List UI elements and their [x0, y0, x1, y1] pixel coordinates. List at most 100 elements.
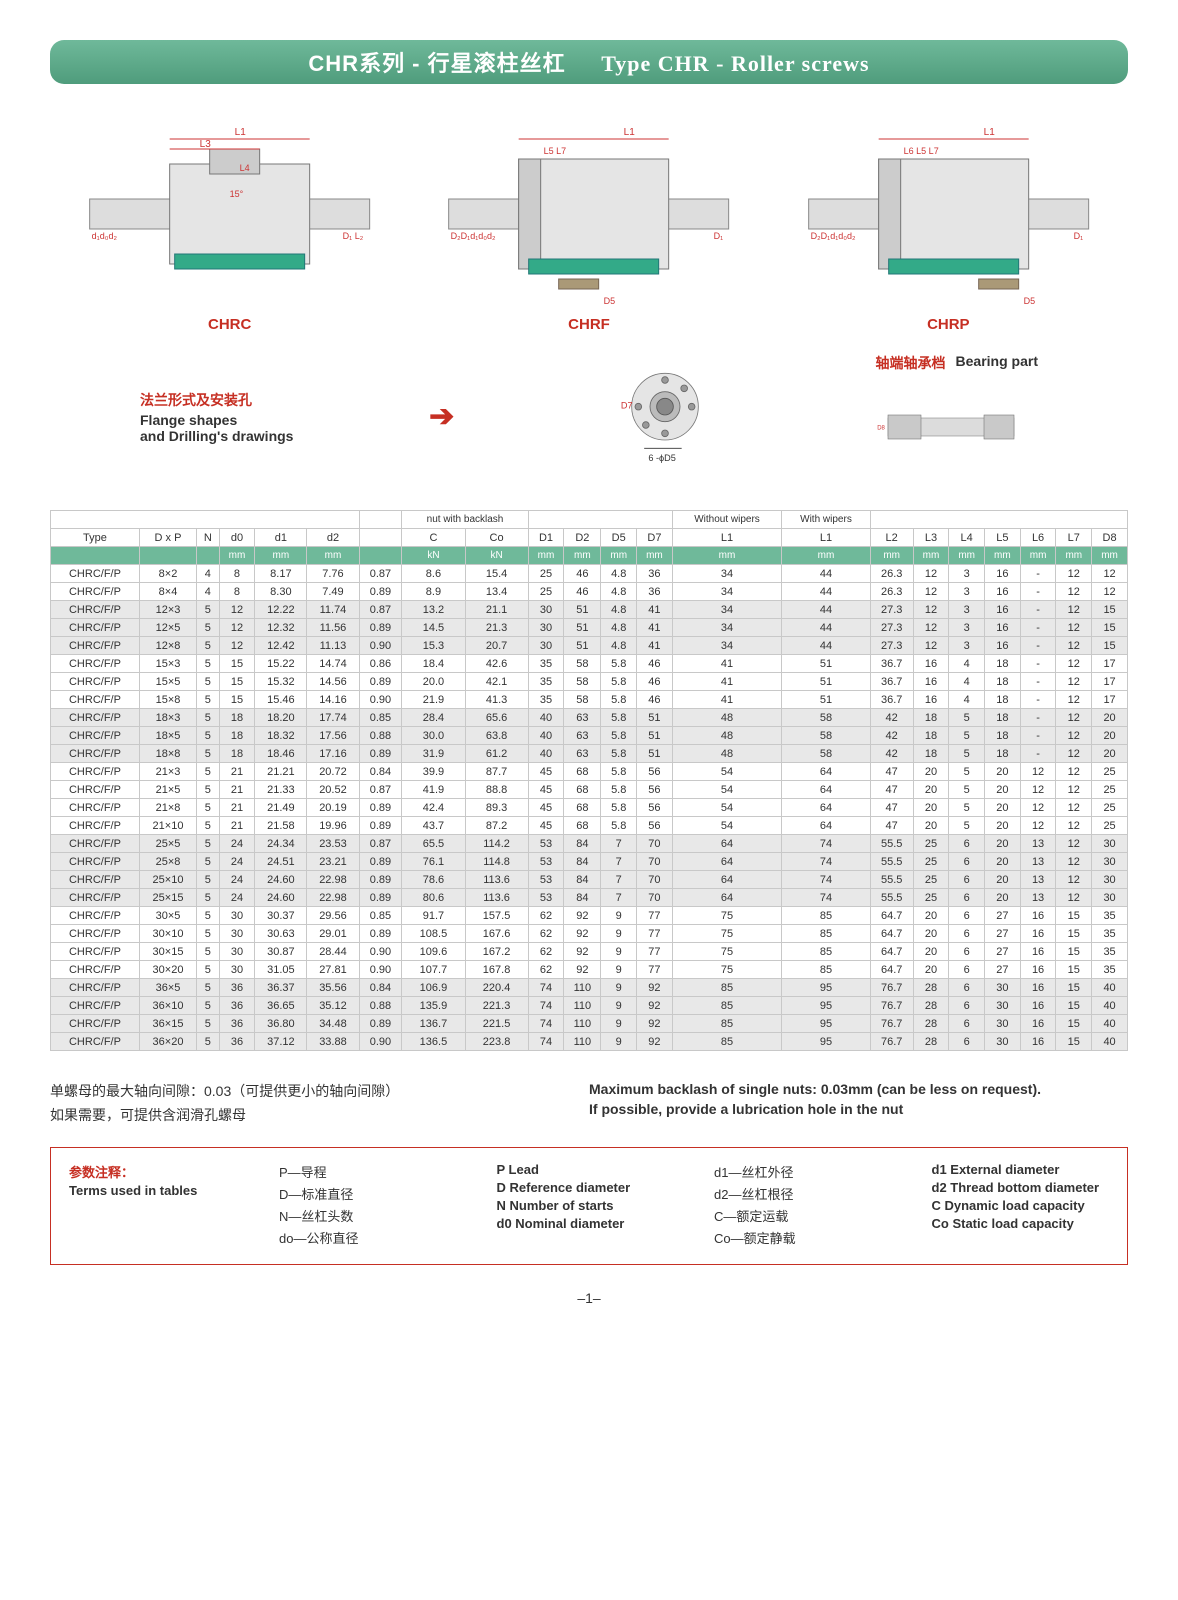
cell: 36 [219, 1015, 255, 1033]
cell: 5 [949, 817, 985, 835]
cell: 12 [1056, 763, 1092, 781]
cell: 108.5 [402, 925, 465, 943]
cell: 25 [913, 853, 949, 871]
cell: 17.74 [307, 709, 359, 727]
cell: 34 [672, 637, 781, 655]
cell: 4.8 [601, 637, 637, 655]
cell: 0.89 [359, 619, 402, 637]
cell: 12 [1056, 799, 1092, 817]
col-header [359, 529, 402, 547]
cell: 55.5 [870, 871, 913, 889]
flange-bearing-row: 法兰形式及安装孔 Flange shapes and Drilling's dr… [140, 353, 1038, 480]
cell: 18 [985, 691, 1021, 709]
cell: 12 [1056, 565, 1092, 583]
cell: - [1020, 619, 1056, 637]
cell: 21.1 [465, 601, 528, 619]
cell: 88.8 [465, 781, 528, 799]
cell: 25×5 [139, 835, 196, 853]
cell: 51 [637, 709, 673, 727]
cell: 64 [672, 889, 781, 907]
cell: 15 [1056, 907, 1092, 925]
cell: 34 [672, 583, 781, 601]
term-line: C—额定运载 [714, 1206, 892, 1225]
cell: 30×20 [139, 961, 196, 979]
cell: 21 [219, 799, 255, 817]
cell: 5 [197, 799, 220, 817]
cell: 15 [1092, 619, 1128, 637]
cell: 0.90 [359, 1033, 402, 1051]
cell: 12 [1020, 799, 1056, 817]
cell: 16 [985, 601, 1021, 619]
cell: 76.7 [870, 1033, 913, 1051]
cell: 16 [985, 583, 1021, 601]
cell: 0.87 [359, 781, 402, 799]
cell: 51 [637, 745, 673, 763]
cell: 0.89 [359, 853, 402, 871]
cell: 6 [949, 961, 985, 979]
cell: 41 [672, 691, 781, 709]
cell: 51 [782, 691, 871, 709]
svg-text:D7: D7 [621, 400, 633, 410]
cell: 15.3 [402, 637, 465, 655]
terms-title-en: Terms used in tables [69, 1183, 239, 1198]
table-row: CHRC/F/P25×1552424.6022.980.8980.6113.65… [51, 889, 1128, 907]
cell: 113.6 [465, 889, 528, 907]
cell: - [1020, 601, 1056, 619]
cell: 85 [782, 925, 871, 943]
cell: 63 [564, 727, 601, 745]
cell: 12 [1056, 655, 1092, 673]
cell: 28.44 [307, 943, 359, 961]
cell: 24.60 [255, 871, 307, 889]
cell: 25×8 [139, 853, 196, 871]
cell: 89.3 [465, 799, 528, 817]
cell: 220.4 [465, 979, 528, 997]
table-row: CHRC/F/P21×552121.3320.520.8741.988.8456… [51, 781, 1128, 799]
cell: 28 [913, 1033, 949, 1051]
cell: CHRC/F/P [51, 835, 140, 853]
cell: 3 [949, 601, 985, 619]
cell: CHRC/F/P [51, 961, 140, 979]
cell: 5 [197, 1033, 220, 1051]
cell: 12 [1056, 727, 1092, 745]
cell: 12 [1056, 709, 1092, 727]
col-header: D8 [1092, 529, 1128, 547]
cell: 5.8 [601, 817, 637, 835]
cell: 12×3 [139, 601, 196, 619]
cell: 21×5 [139, 781, 196, 799]
cell: 15 [1056, 961, 1092, 979]
term-line: do—公称直径 [279, 1228, 457, 1247]
terms-col4: d1—丝杠外径d2—丝杠根径C—额定运载Co—额定静载 [714, 1162, 892, 1250]
cell: 13 [1020, 835, 1056, 853]
cell: 61.2 [465, 745, 528, 763]
cell: 68 [564, 763, 601, 781]
cell: 36 [637, 565, 673, 583]
svg-text:L1: L1 [624, 127, 636, 138]
cell: 0.89 [359, 1015, 402, 1033]
cell: 0.89 [359, 745, 402, 763]
unit-cell: mm [1020, 547, 1056, 565]
cell: 28.4 [402, 709, 465, 727]
cell: 47 [870, 781, 913, 799]
cell: 64 [672, 853, 781, 871]
cell: 21 [219, 817, 255, 835]
cell: 5 [197, 835, 220, 853]
cell: 78.6 [402, 871, 465, 889]
cell: CHRC/F/P [51, 1033, 140, 1051]
cell: 62 [528, 925, 564, 943]
cell: 106.9 [402, 979, 465, 997]
table-row: CHRC/F/P15×551515.3214.560.8920.042.1355… [51, 673, 1128, 691]
cell: 92 [564, 925, 601, 943]
term-line: D—标准直径 [279, 1184, 457, 1203]
cell: 0.89 [359, 799, 402, 817]
cell: 58 [564, 691, 601, 709]
cell: 51 [782, 655, 871, 673]
cell: 0.88 [359, 727, 402, 745]
cell: 84 [564, 835, 601, 853]
cell: 84 [564, 853, 601, 871]
notes: 单螺母的最大轴向间隙：0.03（可提供更小的轴向间隙） 如果需要，可提供含润滑孔… [50, 1081, 1128, 1129]
cell: 21×3 [139, 763, 196, 781]
cell: 27 [985, 907, 1021, 925]
unit-cell: kN [465, 547, 528, 565]
cell: 136.5 [402, 1033, 465, 1051]
cell: 40 [1092, 1015, 1128, 1033]
